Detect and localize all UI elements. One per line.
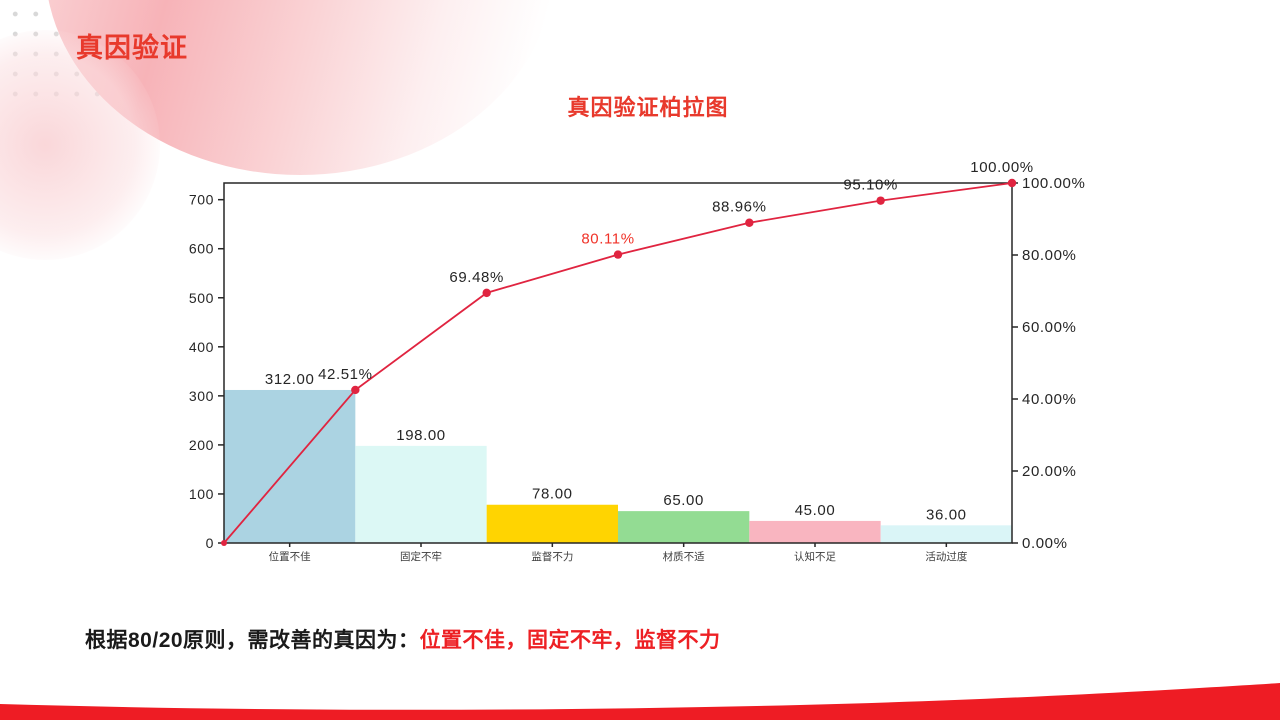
- line-marker: [351, 385, 360, 395]
- pareto-bar: [749, 520, 881, 543]
- line-marker: [1007, 178, 1017, 188]
- cumulative-percent-label: 88.96%: [712, 199, 766, 216]
- cumulative-percent-label: 69.48%: [449, 269, 503, 286]
- line-marker: [745, 218, 754, 227]
- bar-value-label: 65.00: [663, 492, 704, 509]
- left-tick-label: 100: [189, 486, 214, 502]
- cumulative-percent-label: 100.00%: [970, 159, 1033, 176]
- category-label: 认知不足: [794, 550, 836, 563]
- left-tick-label: 300: [189, 388, 214, 404]
- right-tick-label: 80.00%: [1022, 247, 1076, 264]
- bottom-wave-decoration: [0, 683, 1280, 720]
- right-tick-label: 100.00%: [1022, 175, 1085, 192]
- category-label: 材质不适: [663, 550, 705, 563]
- line-marker: [876, 196, 885, 205]
- category-label: 监督不力: [531, 550, 573, 563]
- bar-value-label: 78.00: [532, 486, 573, 503]
- category-label: 活动过度: [925, 550, 967, 563]
- bar-value-label: 312.00: [265, 371, 314, 388]
- category-label: 固定不牢: [400, 550, 442, 563]
- right-tick-label: 20.00%: [1022, 463, 1076, 480]
- bar-value-label: 45.00: [795, 502, 836, 519]
- left-tick-label: 700: [189, 192, 214, 208]
- cumulative-percent-label: 42.51%: [318, 366, 372, 383]
- chart-title: 真因验证柏拉图: [567, 95, 729, 120]
- left-tick-label: 0: [206, 535, 214, 551]
- category-label: 位置不佳: [269, 550, 311, 563]
- bottom-wave-path: [0, 683, 1280, 720]
- line-marker: [482, 288, 491, 298]
- pareto-bar: [618, 511, 750, 543]
- line-marker: [613, 250, 623, 259]
- right-tick-label: 60.00%: [1022, 319, 1076, 336]
- bar-value-label: 36.00: [926, 506, 967, 523]
- left-tick-label: 400: [189, 339, 214, 355]
- left-tick-label: 600: [189, 241, 214, 257]
- bar-value-label: 198.00: [396, 427, 445, 444]
- right-tick-label: 40.00%: [1022, 391, 1076, 408]
- right-tick-label: 0.00%: [1022, 535, 1068, 552]
- left-tick-label: 500: [189, 290, 214, 306]
- cumulative-percent-label: 80.11%: [581, 231, 634, 248]
- line-marker: [221, 540, 227, 546]
- left-tick-label: 200: [189, 437, 214, 453]
- slide-title: 真因验证: [76, 33, 188, 63]
- plot-border: [223, 182, 1013, 544]
- footer-note-prefix: 根据80/20原则，需改善的真因为：: [85, 629, 420, 652]
- pareto-bar: [486, 504, 618, 543]
- footer-note: 根据80/20原则，需改善的真因为：位置不佳，固定不牢，监督不力: [85, 624, 721, 654]
- cumulative-percent-label: 95.10%: [843, 177, 897, 194]
- pareto-bar: [880, 525, 1012, 543]
- footer-note-highlight: 位置不佳，固定不牢，监督不力: [419, 629, 721, 652]
- pareto-bar: [355, 445, 487, 543]
